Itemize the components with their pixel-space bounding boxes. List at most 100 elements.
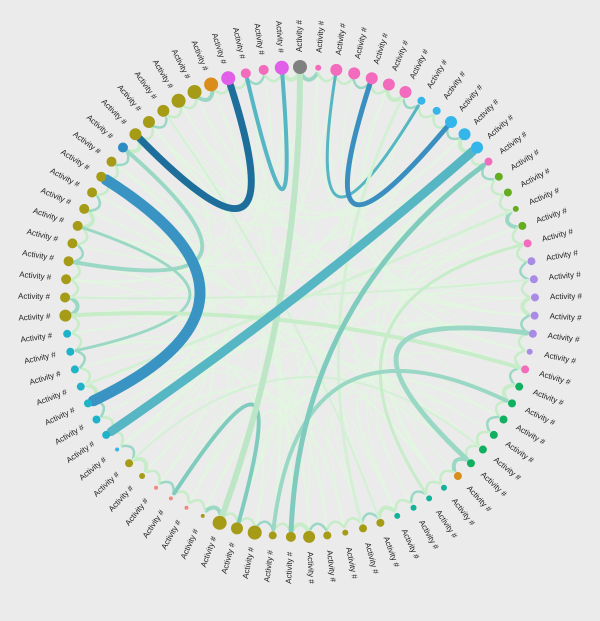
activity-node[interactable] xyxy=(66,347,75,356)
activity-node[interactable] xyxy=(285,531,296,542)
activity-node[interactable] xyxy=(59,309,72,322)
activity-label: Activity # xyxy=(519,166,552,189)
activity-node[interactable] xyxy=(359,524,368,533)
activity-node[interactable] xyxy=(458,128,471,141)
activity-node[interactable] xyxy=(154,485,159,490)
activity-node[interactable] xyxy=(187,84,202,99)
activity-node[interactable] xyxy=(230,522,243,535)
activity-node[interactable] xyxy=(484,157,493,166)
activity-node[interactable] xyxy=(508,399,517,408)
activity-label: Activity # xyxy=(504,439,536,465)
activity-node[interactable] xyxy=(139,473,146,480)
activity-node[interactable] xyxy=(184,505,189,510)
activity-label: Activity # xyxy=(492,455,523,482)
activity-node[interactable] xyxy=(212,515,227,530)
activity-node[interactable] xyxy=(530,311,539,320)
activity-node[interactable] xyxy=(515,382,524,391)
activity-label: Activity # xyxy=(151,58,176,91)
activity-node[interactable] xyxy=(76,382,85,391)
activity-node[interactable] xyxy=(382,78,395,91)
neighbor-arc xyxy=(439,469,455,484)
activity-node[interactable] xyxy=(258,64,269,75)
activity-node[interactable] xyxy=(70,365,79,374)
activity-label: Activity # xyxy=(548,270,581,282)
activity-node[interactable] xyxy=(106,156,117,167)
activity-node[interactable] xyxy=(478,445,487,454)
activity-node[interactable] xyxy=(365,72,378,85)
activity-node[interactable] xyxy=(523,239,532,248)
activity-node[interactable] xyxy=(445,115,458,128)
activity-node[interactable] xyxy=(204,77,219,92)
activity-node[interactable] xyxy=(528,329,537,338)
activity-node[interactable] xyxy=(471,141,484,154)
activity-node[interactable] xyxy=(453,472,462,481)
activity-node[interactable] xyxy=(129,128,142,141)
activity-node[interactable] xyxy=(79,203,90,214)
activity-node[interactable] xyxy=(432,106,441,115)
activity-label: Activity # xyxy=(141,508,166,540)
activity-node[interactable] xyxy=(102,430,111,439)
activity-node[interactable] xyxy=(376,518,385,527)
activity-node[interactable] xyxy=(521,365,530,374)
activity-node[interactable] xyxy=(342,529,349,536)
activity-node[interactable] xyxy=(348,67,361,80)
chord-link xyxy=(271,368,509,532)
background-link xyxy=(204,410,293,531)
activity-node[interactable] xyxy=(92,415,101,424)
activity-node[interactable] xyxy=(125,459,134,468)
activity-label: Activity # xyxy=(334,22,348,56)
activity-node[interactable] xyxy=(466,459,475,468)
background-link xyxy=(325,412,363,527)
background-link xyxy=(180,105,529,317)
activity-node[interactable] xyxy=(67,238,78,249)
activity-node[interactable] xyxy=(171,93,186,108)
activity-node[interactable] xyxy=(410,504,417,511)
activity-node[interactable] xyxy=(117,142,128,153)
activity-node[interactable] xyxy=(240,68,251,79)
activity-label: Activity # xyxy=(85,113,115,141)
activity-node[interactable] xyxy=(247,525,262,540)
activity-label: Activity # xyxy=(417,519,441,552)
activity-node[interactable] xyxy=(394,512,401,519)
activity-node[interactable] xyxy=(323,531,332,540)
activity-node[interactable] xyxy=(293,60,307,74)
activity-node[interactable] xyxy=(330,63,343,76)
activity-node[interactable] xyxy=(440,484,447,491)
activity-node[interactable] xyxy=(142,115,155,128)
activity-node[interactable] xyxy=(87,187,98,198)
activity-node[interactable] xyxy=(417,96,426,105)
activity-node[interactable] xyxy=(157,104,170,117)
activity-node[interactable] xyxy=(63,329,72,338)
activity-node[interactable] xyxy=(61,274,72,285)
activity-node[interactable] xyxy=(168,496,173,501)
activity-node[interactable] xyxy=(530,293,539,302)
activity-node[interactable] xyxy=(518,221,527,230)
activity-node[interactable] xyxy=(494,172,503,181)
activity-node[interactable] xyxy=(83,399,92,408)
activity-node[interactable] xyxy=(200,513,205,518)
activity-label: Activity # xyxy=(92,470,122,499)
background-link xyxy=(342,407,396,518)
activity-node[interactable] xyxy=(274,60,289,75)
activity-node[interactable] xyxy=(315,64,322,71)
activity-node[interactable] xyxy=(503,188,512,197)
activity-node[interactable] xyxy=(529,275,538,284)
activity-node[interactable] xyxy=(96,171,107,182)
activity-node[interactable] xyxy=(499,415,508,424)
activity-node[interactable] xyxy=(303,530,316,543)
activity-node[interactable] xyxy=(527,257,536,266)
activity-node[interactable] xyxy=(399,85,412,98)
activity-node[interactable] xyxy=(426,495,433,502)
activity-node[interactable] xyxy=(221,71,236,86)
activity-node[interactable] xyxy=(72,220,83,231)
activity-node[interactable] xyxy=(268,531,277,540)
neighbor-arc xyxy=(120,444,136,461)
activity-node[interactable] xyxy=(526,348,533,355)
activity-node[interactable] xyxy=(63,256,74,267)
activity-node[interactable] xyxy=(512,205,519,212)
activity-node[interactable] xyxy=(60,292,71,303)
activity-node[interactable] xyxy=(489,430,498,439)
activity-node[interactable] xyxy=(115,447,120,452)
